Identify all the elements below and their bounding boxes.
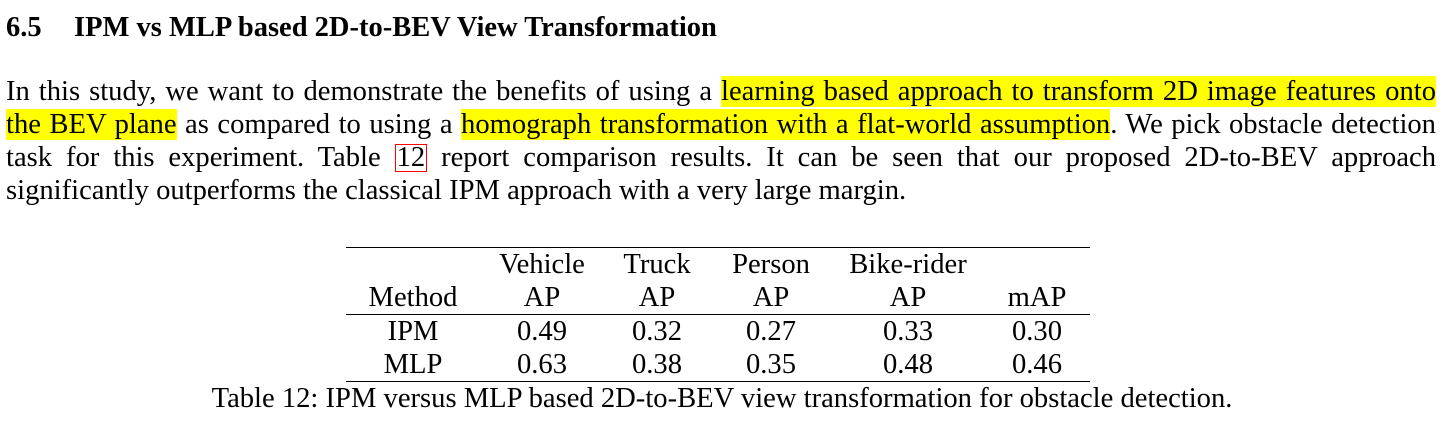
value-cell: 0.46 <box>984 348 1090 382</box>
header-cell <box>346 247 480 281</box>
paragraph-text-4: report comparison results. It can be see… <box>6 142 1436 206</box>
value-cell: 0.38 <box>604 348 710 382</box>
section-heading: 6.5 IPM vs MLP based 2D-to-BEV View Trans… <box>6 12 717 44</box>
table-row: IPM 0.49 0.32 0.27 0.33 0.30 <box>346 314 1090 348</box>
header-cell-map: mAP <box>1007 282 1067 313</box>
method-cell: MLP <box>346 348 480 382</box>
results-table: Vehicle Truck Person Bike-rider Method A… <box>346 247 1090 382</box>
header-cell <box>984 247 1090 281</box>
section-title: IPM vs MLP based 2D-to-BEV View Transfor… <box>74 12 717 43</box>
header-cell-ap: AP <box>752 282 790 313</box>
paragraph-text-1: In this study, we want to demonstrate th… <box>6 76 722 107</box>
table-header-row-2: Method AP AP AP AP mAP <box>346 281 1090 315</box>
value-cell: 0.27 <box>710 314 832 348</box>
body-paragraph: In this study, we want to demonstrate th… <box>6 75 1436 207</box>
table-caption: Table 12: IPM versus MLP based 2D-to-BEV… <box>211 383 1233 414</box>
section-number: 6.5 <box>6 12 42 43</box>
table-header-row-1: Vehicle Truck Person Bike-rider <box>346 247 1090 281</box>
method-cell: IPM <box>346 314 480 348</box>
header-cell-truck: Truck <box>604 247 710 281</box>
value-cell: 0.35 <box>710 348 832 382</box>
header-cell-ap: AP <box>638 282 676 313</box>
header-cell-person: Person <box>710 247 832 281</box>
value-cell: 0.32 <box>604 314 710 348</box>
header-cell-bike-rider: Bike-rider <box>832 247 984 281</box>
value-cell: 0.49 <box>480 314 604 348</box>
value-cell: 0.33 <box>832 314 984 348</box>
value-cell: 0.30 <box>984 314 1090 348</box>
paragraph-text-3: . We pick obstacle detection task for th… <box>6 109 1436 173</box>
highlight-homograph: homograph transformation with a flat-wor… <box>461 109 1111 140</box>
value-cell: 0.48 <box>832 348 984 382</box>
table-reference-link[interactable]: 12 <box>394 142 428 173</box>
header-cell-ap: AP <box>889 282 927 313</box>
table-row: MLP 0.63 0.38 0.35 0.48 0.46 <box>346 348 1090 382</box>
header-cell-ap: AP <box>523 282 561 313</box>
header-cell-method: Method <box>368 282 458 313</box>
header-cell-vehicle: Vehicle <box>480 247 604 281</box>
value-cell: 0.63 <box>480 348 604 382</box>
paragraph-text-2: as compared to using a <box>176 109 462 140</box>
